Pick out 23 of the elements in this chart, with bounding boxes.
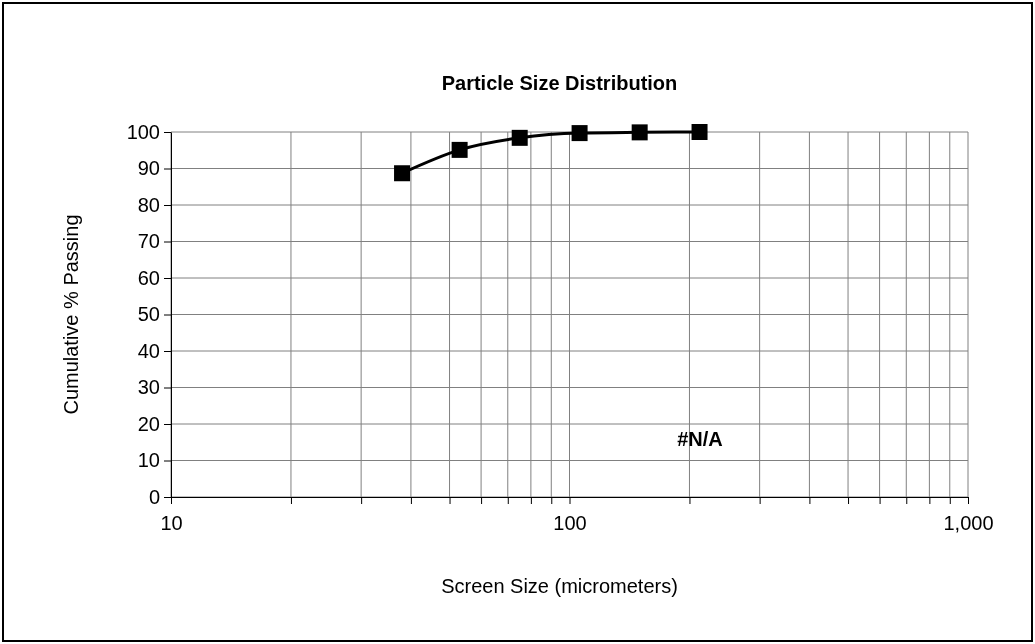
y-axis-title: Cumulative % Passing bbox=[60, 214, 82, 415]
y-tick-label: 20 bbox=[137, 412, 160, 435]
y-tick-label: 100 bbox=[126, 120, 160, 143]
y-tick-label: 60 bbox=[137, 266, 160, 289]
y-tick-label: 40 bbox=[137, 339, 160, 362]
x-tick-label: 10 bbox=[160, 512, 183, 535]
y-tick-label: 90 bbox=[137, 157, 160, 180]
y-tick-label: 30 bbox=[137, 376, 160, 399]
point bbox=[571, 125, 588, 142]
point bbox=[631, 124, 648, 141]
x-tick-label: 1,000 bbox=[943, 512, 994, 535]
point bbox=[511, 129, 528, 146]
point bbox=[451, 141, 468, 158]
point bbox=[691, 124, 708, 140]
y-tick-label: 0 bbox=[148, 485, 160, 508]
x-tick-label: 100 bbox=[553, 512, 587, 535]
x-axis-title: Screen Size (micrometers) bbox=[441, 575, 678, 597]
chart-title: Particle Size Distribution bbox=[441, 72, 678, 94]
y-tick-label: 50 bbox=[137, 303, 160, 326]
annotation: #N/A bbox=[677, 428, 723, 450]
y-tick-label: 10 bbox=[137, 449, 160, 472]
y-tick-label: 80 bbox=[137, 193, 160, 216]
y-tick-label: 70 bbox=[137, 230, 160, 253]
